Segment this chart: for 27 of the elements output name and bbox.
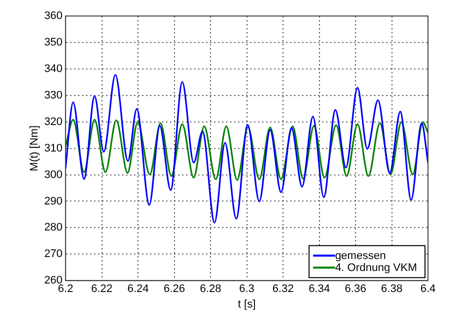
y-tick-label: 270 (44, 248, 63, 260)
x-tick-label: 6.36 (344, 283, 366, 296)
line-series (66, 118, 428, 181)
y-axis-title: M(t) [Nm] (28, 125, 41, 172)
y-tick-label: 290 (44, 195, 63, 208)
y-tick-label: 360 (44, 10, 63, 22)
x-tick-label: 6.2 (58, 283, 74, 296)
y-tick-label: 310 (44, 142, 63, 154)
x-tick-label: 6.34 (308, 283, 330, 296)
y-tick-label: 300 (44, 168, 63, 181)
y-tick-label: 280 (44, 222, 63, 234)
legend-label: gemessen (335, 250, 386, 262)
x-tick-label: 6.22 (91, 283, 113, 296)
x-tick-label: 6.4 (420, 283, 436, 296)
x-tick-label: 6.3 (239, 283, 254, 296)
x-tick-label: 6.28 (200, 283, 222, 296)
legend-label: 4. Ordnung VKM (335, 262, 418, 274)
y-tick-label: 330 (44, 89, 63, 102)
x-tick-label: 6.26 (164, 283, 185, 296)
y-tick-label: 340 (44, 62, 63, 75)
x-axis-title: t [s] (238, 298, 256, 310)
y-tick-label: 350 (44, 36, 63, 48)
line-series (66, 74, 428, 224)
y-tick-label: 320 (44, 116, 63, 128)
x-tick-label: 6.32 (272, 283, 294, 296)
x-tick-label: 6.38 (381, 283, 402, 296)
x-tick-label: 6.24 (127, 283, 149, 296)
